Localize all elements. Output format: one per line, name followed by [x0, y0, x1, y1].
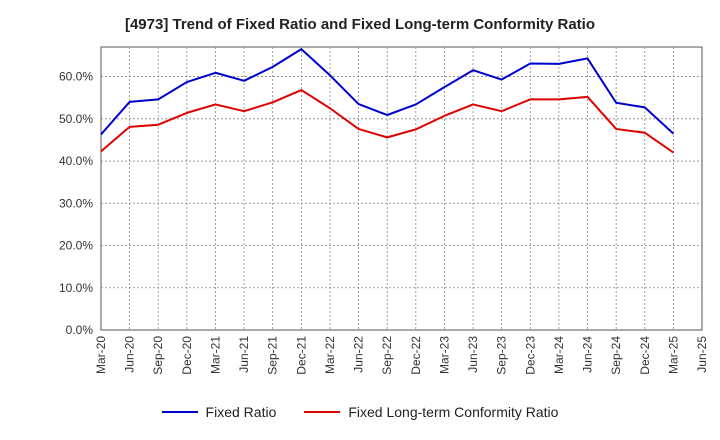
legend-swatch-fixed-long-term-conformity-ratio [304, 411, 341, 413]
y-tick-label: 40.0% [59, 154, 93, 168]
y-tick-label: 0.0% [66, 323, 94, 337]
x-tick-label: Mar-25 [666, 336, 680, 374]
x-tick-label: Jun-24 [581, 336, 595, 373]
x-tick-label: Sep-24 [609, 336, 623, 375]
x-tick-label: Jun-21 [237, 336, 251, 373]
x-tick-label: Sep-20 [151, 336, 165, 375]
legend-label-fixed-long-term-conformity-ratio: Fixed Long-term Conformity Ratio [348, 404, 559, 420]
x-tick-label: Jun-23 [466, 336, 480, 373]
y-tick-label: 60.0% [59, 70, 93, 84]
x-tick-label: Dec-22 [409, 336, 423, 375]
y-tick-label: 50.0% [59, 112, 93, 126]
x-tick-label: Mar-23 [437, 336, 451, 374]
x-tick-label: Dec-20 [180, 336, 194, 375]
x-tick-label: Sep-21 [266, 336, 280, 375]
x-tick-label: Dec-23 [523, 336, 537, 375]
x-tick-label: Mar-21 [208, 336, 222, 374]
legend-item-fixed-long-term-conformity-ratio: Fixed Long-term Conformity Ratio [304, 404, 558, 420]
chart-title: [4973] Trend of Fixed Ratio and Fixed Lo… [124, 16, 596, 33]
x-tick-label: Sep-22 [380, 336, 394, 375]
x-tick-label: Sep-23 [495, 336, 509, 375]
x-tick-label: Dec-24 [638, 336, 652, 375]
series-layer [100, 48, 675, 154]
legend-item-fixed-ratio: Fixed Ratio [161, 404, 277, 420]
x-tick-label: Jun-22 [352, 336, 366, 373]
legend-label-fixed-ratio: Fixed Ratio [205, 404, 277, 420]
axis-layer: Mar-20 Jun-20 Sep-20 Dec-20 Mar-21 Jun-21 Sep-… [59, 70, 709, 375]
x-tick-label: Mar-20 [94, 336, 108, 374]
x-tick-label: Jun-25 [695, 336, 709, 373]
plot-frame [100, 46, 703, 331]
grid-layer [100, 46, 703, 331]
x-tick-label: Dec-21 [294, 336, 308, 375]
x-tick-label: Mar-24 [552, 336, 566, 374]
x-tick-label: Jun-20 [123, 336, 137, 373]
y-tick-label: 10.0% [59, 281, 93, 295]
y-tick-label: 30.0% [59, 196, 93, 210]
legend: Fixed Ratio Fixed Long-term Conformity R… [0, 404, 720, 420]
x-tick-label: Mar-22 [323, 336, 337, 374]
y-tick-label: 20.0% [59, 239, 93, 253]
legend-swatch-fixed-ratio [161, 411, 198, 413]
